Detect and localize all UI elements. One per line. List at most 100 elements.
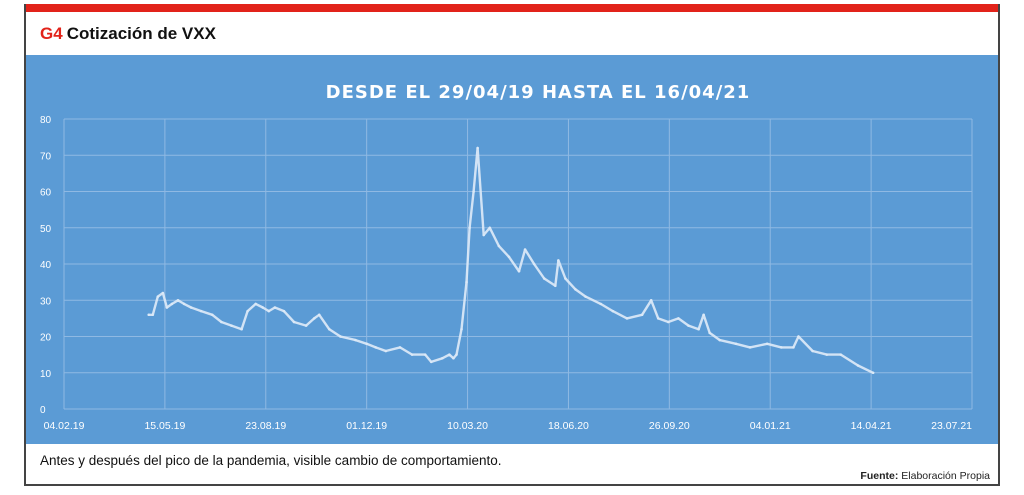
data-point: [273, 306, 277, 309]
data-point: [147, 313, 151, 317]
data-point: [625, 317, 629, 320]
data-point: [455, 353, 458, 356]
data-point: [765, 342, 769, 346]
data-point: [165, 306, 169, 309]
y-tick-label: 0: [40, 405, 46, 416]
data-point: [282, 309, 286, 313]
data-point: [448, 353, 451, 356]
data-point: [254, 302, 257, 306]
data-point: [649, 298, 653, 302]
data-point: [687, 324, 690, 327]
figure-tag: G4: [40, 24, 63, 43]
data-point: [667, 320, 670, 324]
data-point: [328, 327, 331, 331]
data-point: [564, 277, 567, 280]
chart-card: G4 Cotización de VXX DESDE EL 29/04/19 HA…: [24, 4, 1000, 486]
data-point: [312, 317, 316, 320]
data-point: [734, 342, 738, 346]
series-line: [147, 146, 875, 374]
x-tick-label: 18.06.20: [548, 420, 589, 432]
data-point: [476, 146, 479, 150]
x-tick-label: 04.02.19: [44, 420, 85, 432]
data-point: [523, 248, 527, 251]
data-point: [640, 313, 644, 317]
data-point: [497, 244, 501, 248]
x-tick-label: 23.07.21: [931, 420, 972, 432]
data-point: [398, 346, 402, 349]
source-value: Elaboración Propia: [901, 470, 990, 482]
data-point: [797, 335, 800, 338]
data-point: [261, 306, 265, 309]
data-point: [429, 360, 433, 364]
data-point: [599, 302, 603, 306]
plot-area: DESDE EL 29/04/19 HASTA EL 16/04/21 0 10 20…: [26, 55, 998, 444]
data-point: [472, 190, 475, 193]
data-point: [677, 317, 680, 320]
line-chart: DESDE EL 29/04/19 HASTA EL 16/04/21 0 10 20…: [40, 82, 973, 432]
data-point: [199, 309, 203, 313]
data-point: [697, 327, 700, 331]
y-tick-label: 50: [40, 224, 52, 235]
data-point: [574, 288, 577, 291]
data-point: [465, 280, 468, 284]
data-point: [211, 313, 214, 317]
figure-caption: Antes y después del pico de la pandemia,…: [40, 453, 502, 468]
data-point: [292, 320, 296, 324]
x-tick-label: 23.08.19: [245, 420, 286, 432]
source-note: Fuente: Elaboración Propia: [860, 470, 990, 482]
data-point: [354, 338, 357, 342]
data-point: [230, 324, 233, 327]
data-point: [811, 349, 814, 353]
data-point: [246, 309, 249, 313]
data-point: [460, 327, 463, 331]
data-point: [374, 346, 378, 349]
data-point: [151, 313, 155, 317]
x-tick-label: 10.03.20: [447, 420, 488, 432]
data-point: [423, 353, 427, 356]
x-tick-label: 01.12.19: [346, 420, 387, 432]
data-point: [542, 277, 546, 280]
data-point: [611, 309, 615, 313]
data-point: [304, 324, 308, 327]
data-point: [532, 262, 536, 266]
y-tick-label: 80: [40, 115, 52, 126]
data-point: [170, 302, 174, 306]
x-tick-label: 04.01.21: [750, 420, 791, 432]
chart-title: DESDE EL 29/04/19 HASTA EL 16/04/21: [326, 82, 751, 103]
data-point: [182, 302, 186, 306]
data-point: [839, 353, 843, 356]
y-tick-label: 60: [40, 188, 52, 199]
data-point: [554, 284, 557, 288]
y-tick-label: 20: [40, 333, 52, 344]
data-point: [339, 335, 342, 338]
data-point: [871, 371, 875, 375]
y-tick-label: 30: [40, 296, 52, 307]
data-point: [584, 295, 587, 298]
data-point: [317, 313, 321, 317]
data-point: [468, 226, 471, 230]
x-tick-label: 14.04.21: [851, 420, 892, 432]
data-point: [365, 342, 368, 346]
data-point: [780, 346, 783, 349]
data-point: [176, 298, 180, 302]
data-point: [656, 317, 660, 320]
data-point: [792, 346, 795, 349]
data-point: [156, 295, 160, 298]
data-point: [557, 259, 560, 262]
data-point: [825, 353, 829, 356]
data-point: [441, 356, 444, 360]
data-point: [452, 356, 455, 360]
y-tick-label: 10: [40, 369, 52, 380]
top-accent-bar: [26, 4, 998, 12]
data-point: [856, 364, 860, 367]
y-tick-label: 40: [40, 260, 52, 271]
source-label: Fuente:: [860, 470, 899, 482]
data-point: [220, 320, 223, 324]
data-point: [482, 233, 485, 237]
data-point: [189, 306, 193, 309]
data-point: [507, 255, 511, 259]
figure-header: G4 Cotización de VXX: [40, 24, 216, 44]
x-tick-label: 15.05.19: [144, 420, 185, 432]
data-point: [718, 338, 722, 342]
data-point: [517, 269, 521, 273]
